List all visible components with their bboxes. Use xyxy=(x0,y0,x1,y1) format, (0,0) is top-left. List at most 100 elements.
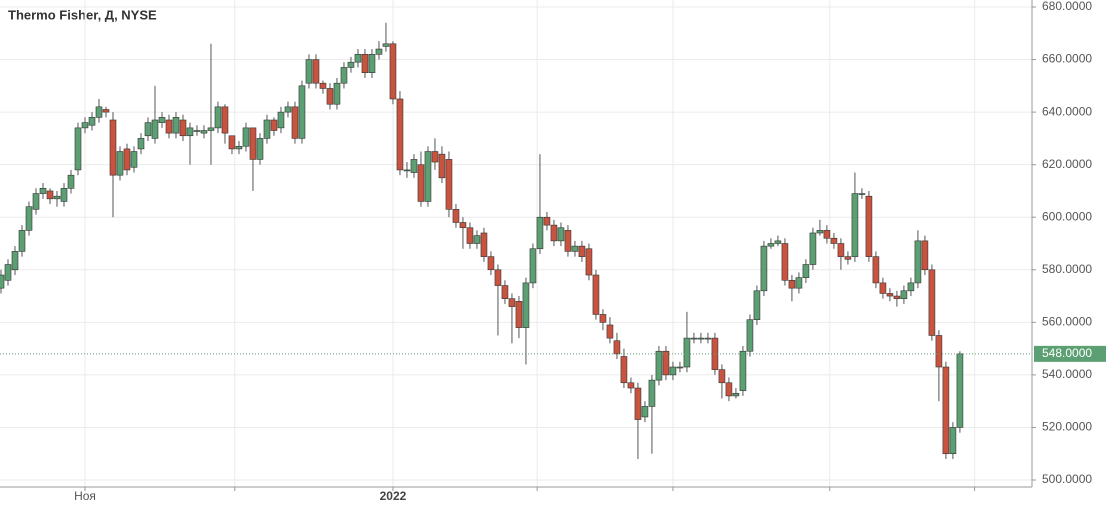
candle-body xyxy=(781,243,789,281)
candle-body xyxy=(662,350,670,376)
candle-body xyxy=(270,119,278,131)
candle-body xyxy=(508,298,516,307)
y-tick-label: 580.0000 xyxy=(1042,262,1092,276)
y-tick-label: 640.0000 xyxy=(1042,104,1092,118)
candle-body xyxy=(4,264,12,281)
candle-body xyxy=(809,232,817,265)
candle-body xyxy=(487,256,495,271)
candle-body xyxy=(725,382,733,397)
candle-body xyxy=(207,127,215,131)
candle-body xyxy=(39,188,47,194)
candle-body xyxy=(193,130,201,132)
candle-body xyxy=(795,277,803,289)
candle-body xyxy=(571,245,579,252)
candle-body xyxy=(361,53,369,73)
candle-body xyxy=(774,240,782,244)
candle-body xyxy=(347,61,355,68)
candle-body xyxy=(900,290,908,299)
candle-body xyxy=(389,43,397,100)
candle-body xyxy=(298,85,306,139)
candle-body xyxy=(333,82,341,105)
y-tick-label: 500.0000 xyxy=(1042,472,1092,486)
candle-body xyxy=(382,43,390,47)
candle-body xyxy=(739,350,747,391)
candle-body xyxy=(81,122,89,129)
candle-body xyxy=(109,119,117,176)
candle-body xyxy=(851,193,859,257)
candle-body xyxy=(88,117,96,126)
candle-body xyxy=(277,111,285,129)
candle-body xyxy=(200,130,208,134)
candle-body xyxy=(312,59,320,84)
candle-body xyxy=(130,151,138,168)
candle-body xyxy=(291,106,299,139)
candle-body xyxy=(543,216,551,226)
candle-body xyxy=(949,427,957,455)
candle-body xyxy=(830,237,838,244)
candle-body xyxy=(67,174,75,189)
candle-body xyxy=(606,324,614,339)
candle-body xyxy=(403,169,411,172)
candle-body xyxy=(907,282,915,292)
candle-body xyxy=(375,48,383,55)
x-tick-label: Ноя xyxy=(74,489,96,503)
candle-body xyxy=(844,256,852,260)
y-tick-label: 520.0000 xyxy=(1042,420,1092,434)
candle-body xyxy=(221,106,229,134)
candle-body xyxy=(445,159,453,210)
candle-body xyxy=(256,138,264,160)
candle-body xyxy=(123,148,131,171)
candle-body xyxy=(242,127,250,147)
candle-body xyxy=(11,251,19,271)
candle-body xyxy=(627,382,635,389)
candle-body xyxy=(648,379,656,407)
candle-body xyxy=(620,356,628,384)
candle-body xyxy=(746,319,754,352)
candle-body xyxy=(690,337,698,340)
candle-body xyxy=(718,369,726,384)
candle-body xyxy=(0,274,5,289)
candle-body xyxy=(697,337,705,340)
candle-body xyxy=(578,245,586,257)
candle-body xyxy=(592,274,600,315)
candle-body xyxy=(459,222,467,229)
candle-body xyxy=(116,151,124,176)
candle-body xyxy=(144,122,152,137)
chart-title: Thermo Fisher, Д, NYSE xyxy=(8,7,157,22)
candle-body xyxy=(158,117,166,123)
y-tick-label: 660.0000 xyxy=(1042,52,1092,66)
candle-body xyxy=(165,119,173,134)
candle-body xyxy=(655,350,663,381)
candle-body xyxy=(46,190,54,200)
candle-body xyxy=(788,279,796,289)
candle-body xyxy=(417,164,425,202)
candle-body xyxy=(235,145,243,150)
candle-body xyxy=(886,293,894,297)
candle-body xyxy=(228,135,236,150)
candle-body xyxy=(550,224,558,242)
candle-body xyxy=(494,269,502,286)
candle-body xyxy=(249,127,257,160)
candle-body xyxy=(319,82,327,89)
candle-body xyxy=(858,193,866,195)
candle-body xyxy=(529,248,537,284)
candle-body xyxy=(753,290,761,321)
candle-body xyxy=(515,301,523,328)
candle-body xyxy=(522,282,530,328)
candle-body xyxy=(669,366,677,376)
candle-body xyxy=(921,240,929,271)
candle-body xyxy=(865,195,873,257)
candle-body xyxy=(557,227,565,242)
candle-body xyxy=(473,235,481,244)
candle-body xyxy=(60,188,68,202)
candle-body xyxy=(137,138,145,150)
candle-body xyxy=(18,230,26,252)
candle-body xyxy=(599,314,607,323)
candle-body xyxy=(172,117,180,134)
y-tick-label: 680.0000 xyxy=(1042,0,1092,13)
candle-body xyxy=(613,340,621,355)
candle-body xyxy=(676,366,684,369)
candle-body xyxy=(956,353,964,428)
candle-body xyxy=(501,285,509,299)
candle-body xyxy=(102,109,110,113)
